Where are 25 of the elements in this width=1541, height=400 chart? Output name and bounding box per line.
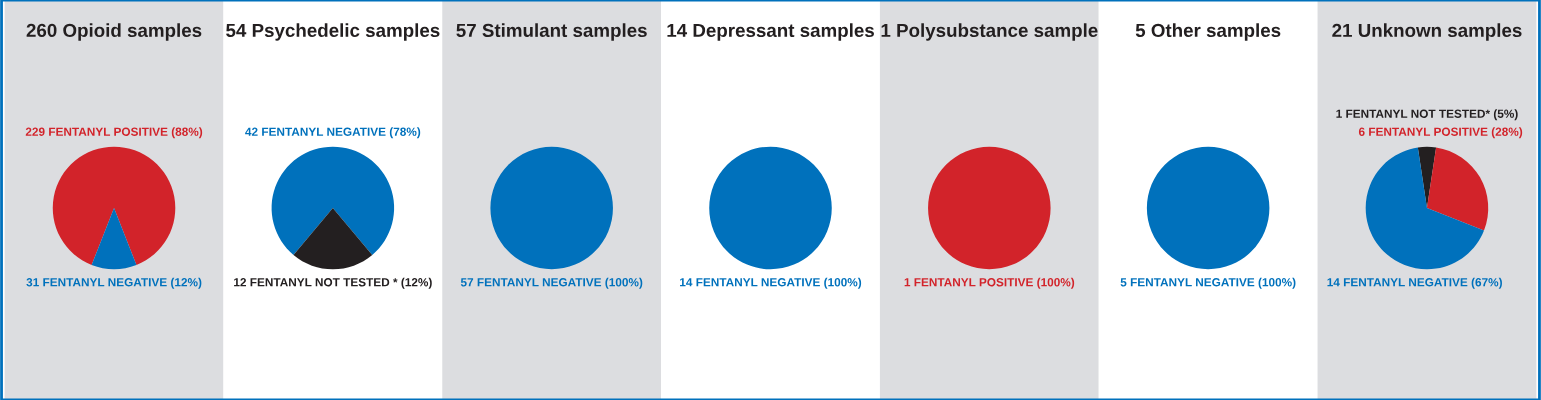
data-label: 12 FENTANYL NOT TESTED * (12%) (234, 277, 432, 289)
pie-slice (271, 146, 395, 255)
chart-title: 260 Opioid samples (26, 23, 202, 41)
data-label: 42 FENTANYL NEGATIVE (78%) (245, 127, 421, 139)
data-label: 31 FENTANYL NEGATIVE (12%) (26, 277, 202, 289)
data-label: 229 FENTANYL POSITIVE (88%) (25, 127, 203, 139)
chart-title: 57 Stimulant samples (456, 23, 647, 41)
pie-slice (52, 146, 176, 266)
data-label: 57 FENTANYL NEGATIVE (100%) (460, 277, 643, 289)
pie-slice (1417, 146, 1437, 208)
data-label: 5 FENTANYL NEGATIVE (100%) (1120, 277, 1296, 289)
data-label: 14 FENTANYL NEGATIVE (67%) (1327, 277, 1502, 289)
pie-slice (293, 208, 373, 270)
chart-title: 5 Other samples (1135, 23, 1281, 41)
chart-title: 21 Unknown samples (1332, 23, 1522, 41)
data-label: 1 FENTANYL NOT TESTED* (5%) (1336, 109, 1518, 121)
data-label: 14 FENTANYL NEGATIVE (100%) (680, 277, 862, 289)
pie-slice (91, 208, 137, 270)
chart-title: 14 Depressant samples (667, 23, 874, 41)
chart-title: 54 Psychedelic samples (226, 23, 440, 41)
data-label: 6 FENTANYL POSITIVE (28%) (1358, 127, 1523, 139)
chart-title: 1 Polysubstance sample (881, 23, 1098, 41)
pie-slice (1365, 147, 1484, 270)
data-label: 1 FENTANYL POSITIVE (100%) (904, 277, 1075, 289)
pie-slice (1426, 147, 1489, 231)
